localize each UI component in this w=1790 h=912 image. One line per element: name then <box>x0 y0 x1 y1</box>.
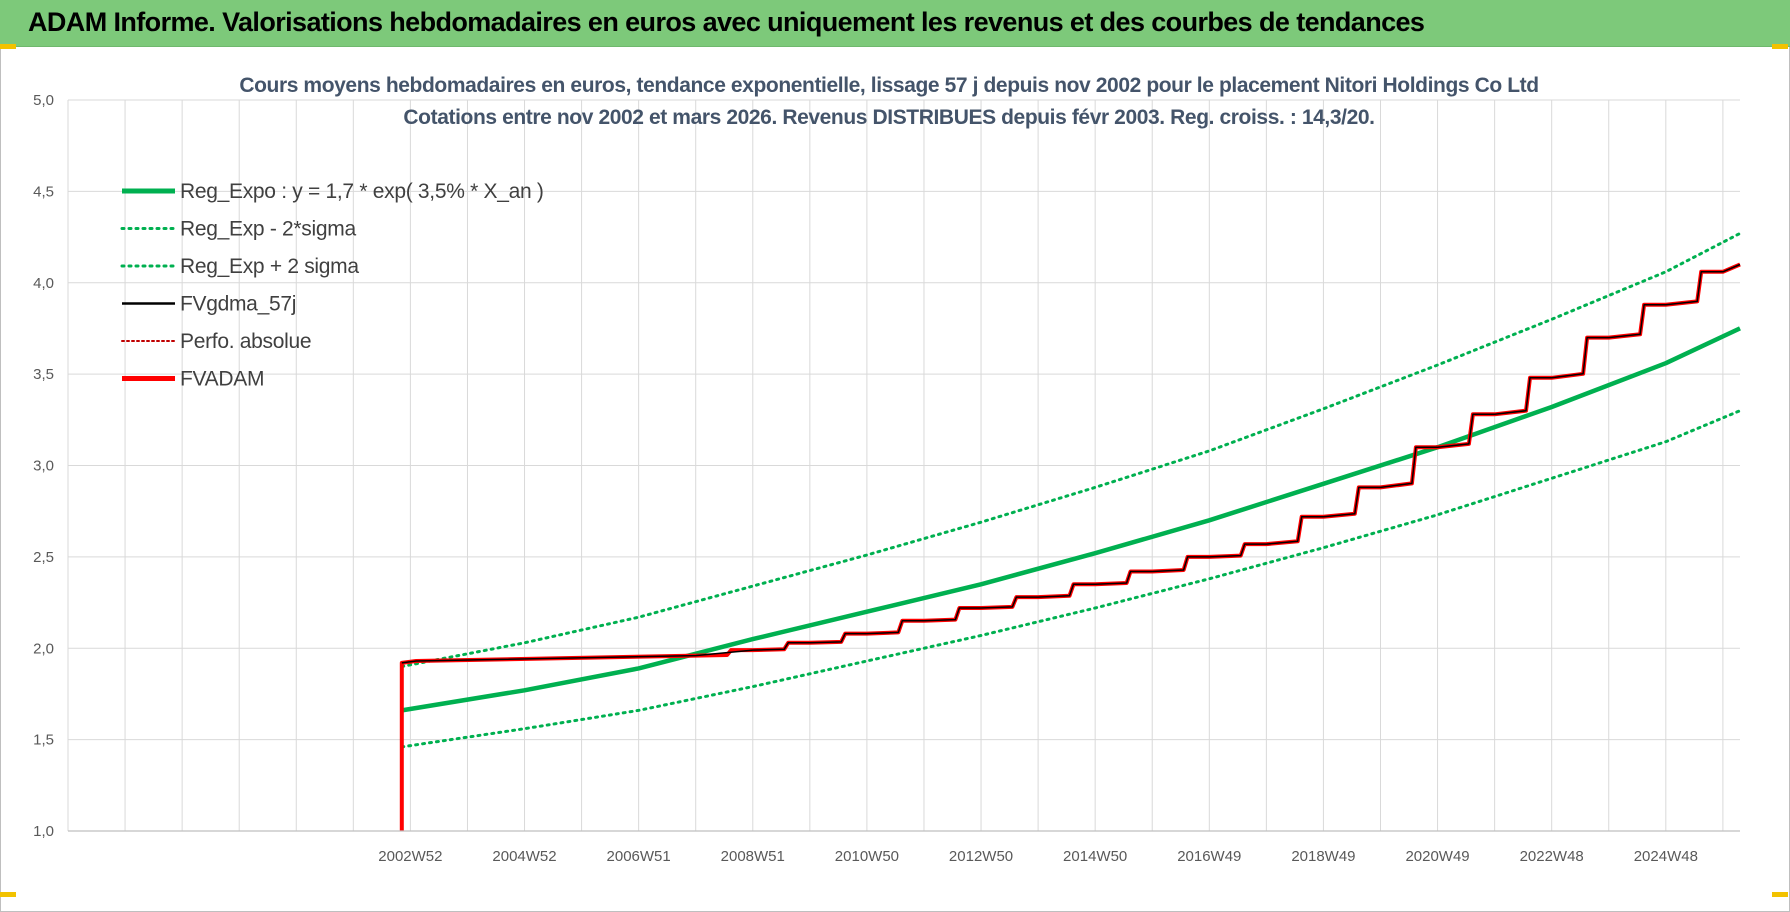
series-fvadam <box>399 262 1741 831</box>
y-tick-label: 5,0 <box>33 92 54 109</box>
x-tick-label: 2022W48 <box>1520 848 1584 865</box>
report-title: ADAM Informe. Valorisations hebdomadaire… <box>28 7 1425 37</box>
x-tick-label: 2020W49 <box>1405 848 1469 865</box>
chart-title-line1: Cours moyens hebdomadaires en euros, ten… <box>239 74 1538 97</box>
corner-mark-bottom-right <box>1772 892 1788 897</box>
x-tick-label: 2018W49 <box>1291 848 1355 865</box>
legend-label: Reg_Expo : y = 1,7 * exp( 3,5% * X_an ) <box>180 180 544 203</box>
corner-mark-top-left <box>0 44 16 49</box>
x-tick-label: 2012W50 <box>949 848 1013 865</box>
y-tick-label: 4,5 <box>33 183 54 200</box>
x-tick-label: 2016W49 <box>1177 848 1241 865</box>
legend-label: FVADAM <box>180 368 264 391</box>
corner-mark-bottom-left <box>0 892 16 897</box>
legend: Reg_Expo : y = 1,7 * exp( 3,5% * X_an ) R… <box>120 180 544 391</box>
series-reg-minus-2sigma <box>400 409 1742 749</box>
x-tick-label: 2002W52 <box>378 848 442 865</box>
report-banner: ADAM Informe. Valorisations hebdomadaire… <box>0 0 1790 47</box>
x-tick-label: 2010W50 <box>835 848 899 865</box>
series-fvgdma-57j <box>401 263 1741 664</box>
chart-title-line2: Cotations entre nov 2002 et mars 2026. R… <box>403 106 1374 129</box>
legend-label: Reg_Exp - 2*sigma <box>180 218 356 241</box>
corner-mark-top-right <box>1772 44 1788 49</box>
series-reg-expo <box>401 326 1741 713</box>
legend-label: Perfo. absolue <box>180 330 311 353</box>
series-reg-plus-2sigma <box>400 231 1742 668</box>
x-tick-label: 2014W50 <box>1063 848 1127 865</box>
x-tick-label: 2024W48 <box>1634 848 1698 865</box>
y-tick-label: 2,0 <box>33 640 54 657</box>
x-tick-label: 2006W51 <box>607 848 671 865</box>
legend-label: FVgdma_57j <box>180 293 296 316</box>
legend-label: Reg_Exp + 2 sigma <box>180 255 359 278</box>
y-tick-label: 3,0 <box>33 458 54 475</box>
y-tick-label: 3,5 <box>33 366 54 383</box>
x-tick-label: 2004W52 <box>492 848 556 865</box>
x-tick-label: 2008W51 <box>721 848 785 865</box>
y-tick-label: 1,5 <box>33 732 54 749</box>
y-tick-label: 1,0 <box>33 823 54 840</box>
y-tick-label: 4,0 <box>33 275 54 292</box>
y-tick-label: 2,5 <box>33 549 54 566</box>
